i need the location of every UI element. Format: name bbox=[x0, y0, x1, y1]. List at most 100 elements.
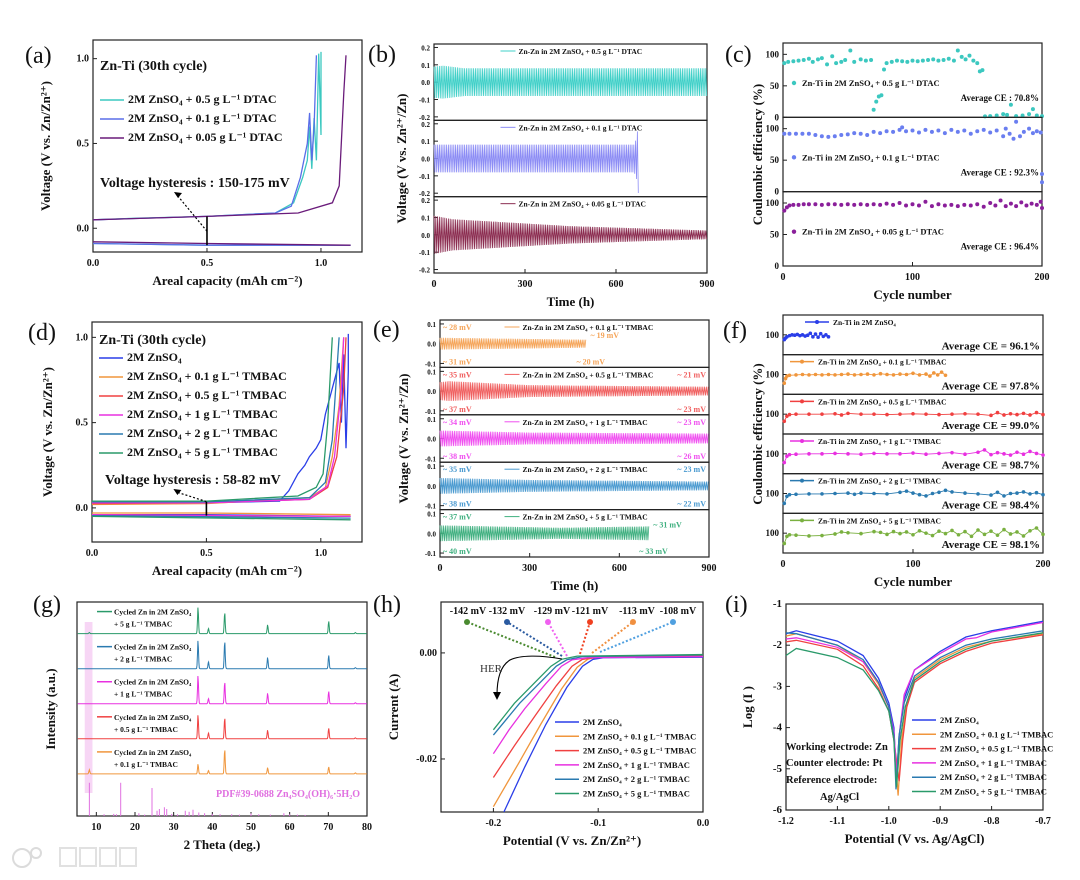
ce-point bbox=[807, 534, 811, 538]
amplitude-label: ~ 19 mV bbox=[590, 331, 619, 340]
ce-point bbox=[937, 451, 941, 456]
amplitude-label: ~ 34 mV bbox=[443, 418, 472, 427]
x-tick-label: 200 bbox=[1036, 559, 1051, 570]
amplitude-label: ~ 31 mV bbox=[443, 357, 472, 366]
ce-point bbox=[1008, 532, 1013, 536]
ce-point bbox=[884, 201, 889, 206]
ce-point bbox=[891, 129, 896, 134]
ce-point bbox=[950, 528, 954, 533]
ce-point bbox=[998, 198, 1003, 203]
legend-label: 2M ZnSO₄ + 0.1 g L⁻¹ TMBAC bbox=[127, 369, 287, 383]
hysteresis-label: Voltage hysteresis : 58-82 mV bbox=[105, 473, 281, 488]
ce-point bbox=[988, 130, 993, 135]
legend-label: 2M ZnSO₄ + 0.5 g L⁻¹ TMBAC bbox=[127, 388, 287, 402]
ce-point bbox=[995, 533, 1000, 537]
ce-point bbox=[791, 202, 796, 207]
ce-point bbox=[852, 202, 857, 207]
y-tick-label: 0.1 bbox=[421, 214, 430, 222]
ce-point bbox=[801, 58, 806, 63]
legend-label: Zn-Ti in 2M ZnSO₄ + 1 g L⁻¹ TMBAC bbox=[818, 437, 941, 446]
ce-point bbox=[946, 56, 951, 61]
ce-point bbox=[898, 412, 902, 416]
x-tick-label: -1.2 bbox=[778, 816, 794, 827]
legend-label: + 2 g L⁻¹ TMBAC bbox=[114, 655, 172, 664]
watermark-icon bbox=[30, 847, 42, 859]
ce-point bbox=[929, 204, 934, 209]
ce-point bbox=[872, 451, 876, 456]
ce-point bbox=[1020, 113, 1025, 118]
ce-point bbox=[826, 202, 831, 207]
ce-point bbox=[1003, 204, 1008, 209]
ce-point bbox=[943, 531, 948, 536]
ce-point bbox=[871, 107, 876, 112]
y-tick-label: -4 bbox=[773, 722, 783, 734]
ce-point bbox=[989, 493, 993, 497]
ce-point bbox=[971, 58, 976, 63]
x-tick-label: 100 bbox=[906, 559, 921, 570]
series-line bbox=[92, 337, 340, 503]
onset-arrow bbox=[547, 621, 568, 657]
x-tick-label: 1.0 bbox=[315, 548, 328, 559]
ce-point bbox=[994, 113, 999, 118]
legend-label: Zn-Zn in 2M ZnSO₄ + 5 g L⁻¹ TMBAC bbox=[523, 513, 648, 522]
ce-point bbox=[820, 452, 824, 456]
voltage-profile bbox=[433, 65, 708, 99]
tafel-curve bbox=[785, 630, 1044, 790]
ce-point bbox=[806, 56, 811, 61]
legend-label: Zn-Zn in 2M ZnSO₄ + 0.1 g L⁻¹ DTAC bbox=[519, 123, 643, 132]
ce-point bbox=[787, 203, 792, 208]
ce-point bbox=[1002, 494, 1006, 498]
lsv-curve bbox=[492, 653, 704, 731]
y-tick-label: 100 bbox=[766, 528, 780, 538]
legend-label: Zn-Zn in 2M ZnSO₄ + 0.5 g L⁻¹ TMBAC bbox=[523, 370, 654, 379]
legend-label: 2M ZnSO₄ bbox=[127, 350, 182, 364]
ce-point bbox=[782, 541, 787, 546]
ce-point bbox=[962, 128, 967, 133]
ce-point bbox=[782, 460, 787, 465]
ce-point bbox=[787, 131, 792, 136]
ce-point bbox=[805, 333, 810, 338]
ce-point bbox=[813, 132, 818, 137]
ce-point bbox=[1007, 131, 1012, 136]
ce-point bbox=[936, 202, 941, 207]
ce-point bbox=[911, 411, 915, 416]
x-axis-label: Areal capacity (mAh cm⁻²) bbox=[152, 563, 302, 578]
plot-frame-i bbox=[785, 603, 1044, 811]
ce-point bbox=[884, 61, 889, 66]
onset-arrow bbox=[579, 621, 591, 655]
ce-point bbox=[911, 532, 915, 537]
x-axis-label: 2 Theta (deg.) bbox=[184, 837, 261, 852]
ce-point bbox=[834, 61, 839, 66]
ce-point bbox=[1014, 119, 1019, 124]
onset-label: -142 mV bbox=[450, 606, 487, 617]
ce-point bbox=[1040, 180, 1044, 185]
ce-point bbox=[884, 129, 889, 134]
legend-marker bbox=[815, 320, 819, 324]
ce-point bbox=[1028, 449, 1032, 454]
ce-point bbox=[882, 67, 887, 72]
ce-point bbox=[852, 59, 857, 64]
ce-point bbox=[819, 134, 824, 139]
amplitude-label: ~ 26 mV bbox=[677, 452, 706, 461]
x-tick-label: -1.0 bbox=[881, 816, 897, 827]
ce-point bbox=[994, 128, 999, 133]
ce-point bbox=[1038, 130, 1043, 135]
legend-label: 2M ZnSO₄ + 1 g L⁻¹ TMBAC bbox=[127, 407, 278, 421]
ce-point bbox=[821, 334, 826, 339]
amplitude-label: ~ 23 mV bbox=[677, 465, 706, 474]
ce-point bbox=[924, 372, 928, 376]
x-tick-label: 0.5 bbox=[201, 258, 214, 269]
ce-point bbox=[865, 132, 870, 137]
ce-point bbox=[865, 372, 870, 376]
x-axis-label: Potential (V vs. Zn/Zn²⁺) bbox=[503, 833, 641, 848]
y-tick-label: -5 bbox=[773, 763, 783, 775]
legend-label: 2M ZnSO₄ + 1 g L⁻¹ TMBAC bbox=[940, 758, 1047, 768]
legend-label: Zn-Ti in 2M ZnSO₄ bbox=[833, 318, 897, 327]
ce-point bbox=[816, 335, 820, 340]
y-tick-label: 0.2 bbox=[421, 121, 430, 129]
ce-point bbox=[982, 448, 987, 452]
legend-label: 2M ZnSO₄ bbox=[940, 715, 979, 725]
y-axis-label: Voltage (V vs. Zn/Zn²⁺) bbox=[38, 81, 53, 211]
ce-point bbox=[969, 534, 974, 539]
y-axis-label: Coulombic efficiency (%) bbox=[750, 363, 765, 505]
